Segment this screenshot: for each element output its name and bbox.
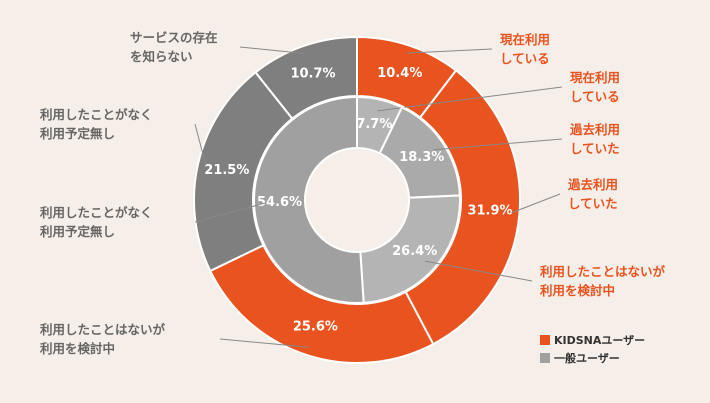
value-label: 31.9% bbox=[467, 204, 512, 219]
value-label: 10.7% bbox=[290, 66, 335, 81]
label-line: 利用したことがなく bbox=[40, 205, 153, 220]
label-line: していた bbox=[568, 196, 618, 211]
legend-label: 一般ユーザー bbox=[554, 351, 620, 365]
value-label: 21.5% bbox=[204, 163, 249, 178]
label-line: している bbox=[570, 89, 620, 104]
leader-line bbox=[425, 260, 533, 282]
value-label: 18.3% bbox=[399, 150, 444, 165]
label-line: 現在利用 bbox=[570, 70, 620, 85]
slice-label: サービスの存在を知らない bbox=[130, 30, 218, 64]
label-line: 過去利用 bbox=[569, 122, 620, 137]
label-line: を知らない bbox=[130, 49, 193, 64]
leader-line bbox=[194, 123, 207, 166]
label-line: 利用したことはないが bbox=[540, 264, 666, 279]
leader-line bbox=[406, 48, 493, 54]
value-label: 26.4% bbox=[392, 244, 437, 259]
leader-line bbox=[219, 338, 309, 348]
legend-swatch bbox=[540, 353, 550, 363]
label-line: 利用予定無し bbox=[40, 126, 115, 141]
slice-label: 過去利用していた bbox=[567, 177, 618, 211]
label-line: 利用を検討中 bbox=[40, 341, 115, 356]
leader-line bbox=[194, 202, 266, 223]
legend-label: KIDSNAユーザー bbox=[554, 334, 645, 347]
leader-line bbox=[511, 193, 561, 214]
label-line: 利用したことがなく bbox=[40, 107, 153, 122]
value-label: 54.6% bbox=[257, 195, 302, 210]
slice-label: 現在利用している bbox=[500, 32, 550, 66]
value-label: 25.6% bbox=[293, 319, 338, 334]
slice-label: 利用したことはないが利用を検討中 bbox=[540, 264, 666, 298]
label-line: サービスの存在 bbox=[130, 30, 218, 45]
value-label: 10.4% bbox=[377, 66, 422, 81]
label-line: 利用したことはないが bbox=[40, 322, 166, 337]
legend-swatch bbox=[540, 335, 550, 345]
label-line: 過去利用 bbox=[567, 177, 618, 192]
label-line: 現在利用 bbox=[500, 32, 550, 47]
value-label: 7.7% bbox=[356, 117, 392, 132]
leader-line bbox=[377, 86, 563, 112]
slice-label: 現在利用している bbox=[570, 70, 620, 104]
slice-label: 過去利用していた bbox=[569, 122, 620, 156]
leader-line bbox=[239, 46, 306, 55]
slice-label: 利用したことがなく利用予定無し bbox=[40, 107, 153, 141]
slice-label: 利用したことはないが利用を検討中 bbox=[40, 322, 166, 356]
label-line: していた bbox=[570, 141, 620, 156]
slice bbox=[359, 194, 461, 304]
label-line: 利用を検討中 bbox=[540, 283, 615, 298]
leader-line bbox=[433, 138, 563, 151]
label-line: している bbox=[500, 51, 550, 66]
label-line: 利用予定無し bbox=[40, 224, 115, 239]
slice-label: 利用したことがなく利用予定無し bbox=[40, 205, 153, 239]
slice bbox=[253, 95, 365, 304]
